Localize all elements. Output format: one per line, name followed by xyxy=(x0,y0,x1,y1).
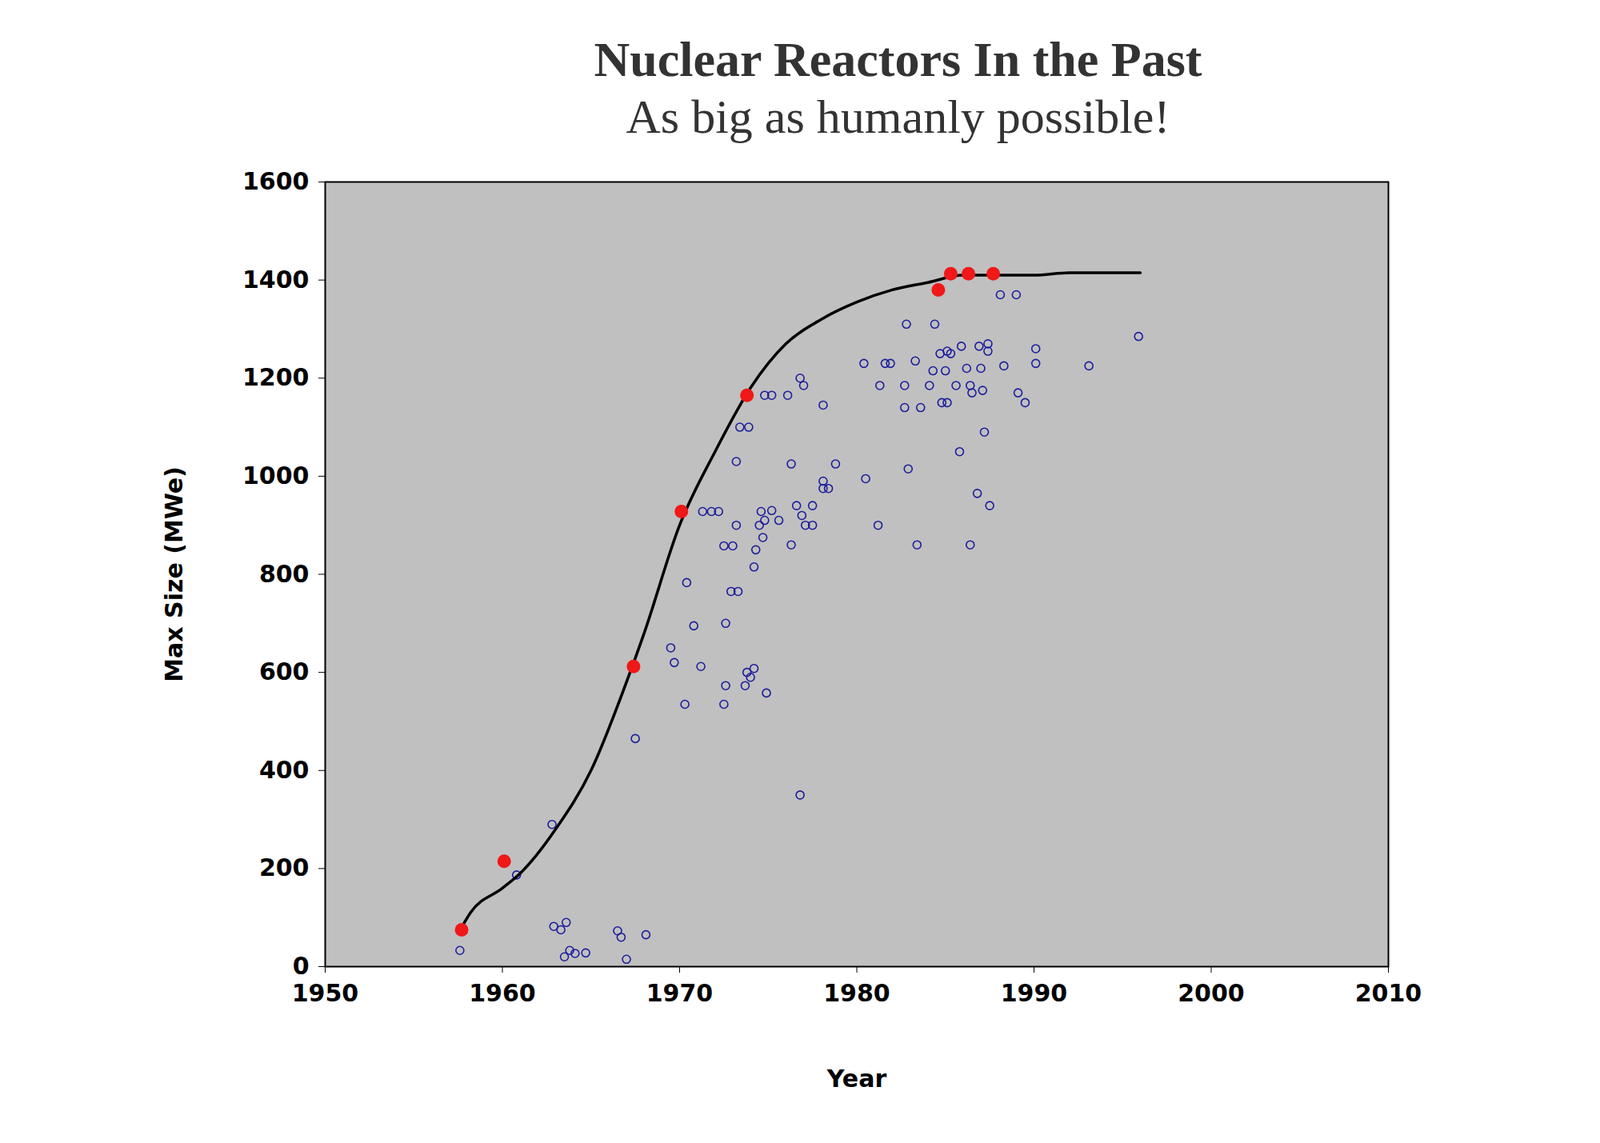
svg-text:1980: 1980 xyxy=(823,979,891,1008)
svg-text:1000: 1000 xyxy=(242,461,310,490)
svg-text:600: 600 xyxy=(259,657,310,686)
svg-text:1200: 1200 xyxy=(242,363,310,392)
svg-text:2010: 2010 xyxy=(1355,979,1423,1008)
svg-text:1970: 1970 xyxy=(646,979,714,1008)
svg-text:200: 200 xyxy=(259,853,310,882)
svg-text:1990: 1990 xyxy=(1000,979,1068,1008)
svg-text:1400: 1400 xyxy=(242,265,310,294)
svg-text:0: 0 xyxy=(292,952,310,980)
svg-text:400: 400 xyxy=(259,756,310,784)
svg-text:1960: 1960 xyxy=(468,979,536,1008)
svg-text:Max Size (MWe): Max Size (MWe) xyxy=(160,466,188,683)
svg-text:800: 800 xyxy=(259,560,310,588)
svg-text:Year: Year xyxy=(826,1064,888,1093)
svg-text:2000: 2000 xyxy=(1177,979,1245,1008)
svg-text:1950: 1950 xyxy=(292,979,360,1008)
svg-text:1600: 1600 xyxy=(242,167,310,196)
html-text:Nuclear Reactors In the Past: Nuclear Reactors In the Past xyxy=(594,32,1202,87)
html-text:As big as humanly possible!: As big as humanly possible! xyxy=(626,90,1170,144)
